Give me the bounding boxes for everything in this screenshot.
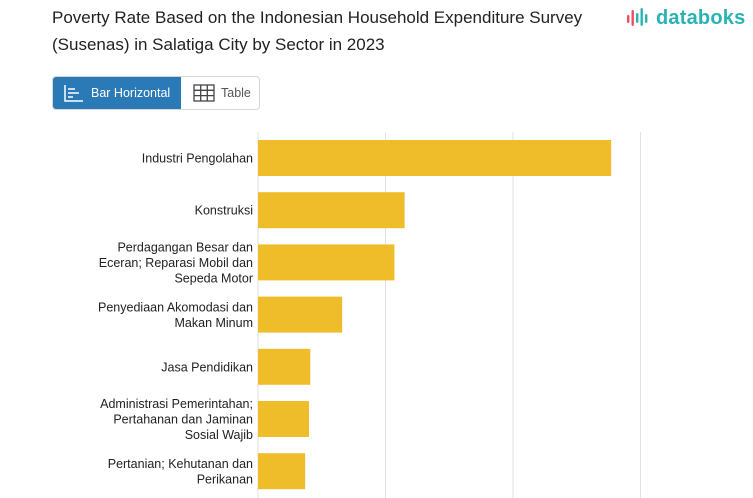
category-label-line: Sepeda Motor	[174, 271, 253, 285]
chart-title: Poverty Rate Based on the Indonesian Hou…	[52, 8, 583, 54]
category-label-line: Pertanian; Kehutanan dan	[108, 457, 253, 471]
logo-mark-icon	[627, 8, 648, 26]
category-label-line: Perikanan	[197, 472, 253, 486]
bar-horizontal-button[interactable]: Bar Horizontal	[53, 77, 181, 109]
category-label-line: Industri Pengolahan	[142, 152, 253, 166]
bar-horizontal-label: Bar Horizontal	[91, 86, 171, 100]
bar-chart-icon	[64, 85, 83, 102]
category-label: Konstruksi	[195, 204, 253, 218]
category-label-line: Perdagangan Besar dan	[117, 240, 253, 254]
category-label-line: Pertahanan dan Jaminan	[113, 413, 253, 427]
category-label-line: Penyediaan Akomodasi dan	[98, 300, 253, 314]
category-label-line: Sosial Wajib	[185, 428, 253, 442]
category-label: Administrasi Pemerintahan; Pertahanan dan…	[100, 397, 253, 442]
category-label-line: Jasa Pendidikan	[161, 360, 253, 374]
table-icon	[193, 84, 215, 102]
bar[interactable]	[258, 296, 343, 333]
category-label-line: Administrasi Pemerintahan;	[100, 397, 253, 411]
databoks-logo: databoks	[626, 6, 745, 30]
category-label-line: Konstruksi	[195, 204, 253, 218]
category-label: Jasa Pendidikan	[161, 360, 253, 374]
view-toggle: Bar Horizontal Table	[52, 76, 260, 110]
table-button[interactable]: Table	[181, 77, 259, 109]
category-label: Pertanian; Kehutanan dan Perikanan	[108, 457, 253, 487]
bar[interactable]	[258, 453, 306, 490]
bar[interactable]	[258, 401, 309, 437]
category-label: Perdagangan Besar dan Eceran; Reparasi Mo…	[99, 240, 253, 285]
category-label-line: Eceran; Reparasi Mobil dan	[99, 256, 253, 270]
bar[interactable]	[258, 348, 311, 385]
bar[interactable]	[258, 192, 405, 229]
category-label-line: Makan Minum	[175, 316, 254, 330]
logo-text: databoks	[656, 6, 746, 29]
bar[interactable]	[258, 244, 395, 281]
bar[interactable]	[258, 140, 612, 176]
category-label: Penyediaan Akomodasi dan Makan Minum	[98, 300, 253, 330]
table-label: Table	[221, 86, 251, 100]
category-label: Industri Pengolahan	[142, 152, 253, 166]
